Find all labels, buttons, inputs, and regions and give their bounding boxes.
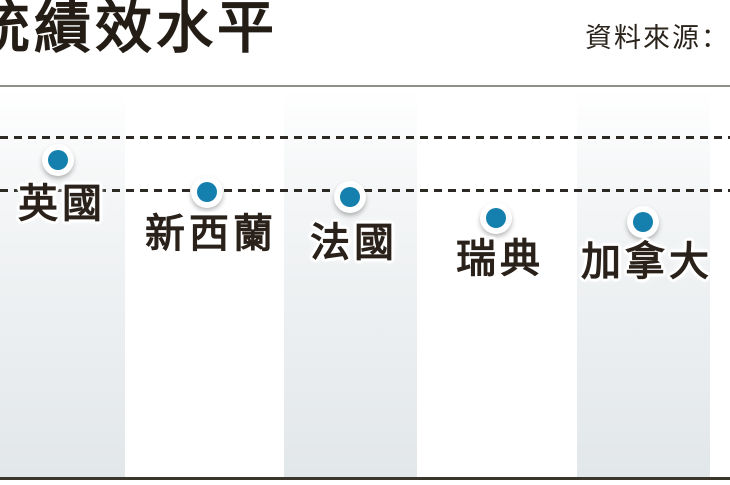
data-point-halo — [627, 206, 659, 238]
source-label: 資料來源： — [585, 23, 730, 54]
data-point-halo — [334, 181, 366, 213]
country-label: 法國 — [310, 220, 398, 266]
dashed-gridline — [0, 136, 730, 139]
data-point-halo — [42, 144, 74, 176]
header-divider — [0, 85, 730, 87]
data-point-dot — [197, 182, 217, 202]
bottom-border — [0, 477, 730, 480]
country-label: 英國 — [18, 181, 106, 227]
data-point-halo — [480, 202, 512, 234]
country-label: 新西蘭 — [145, 211, 277, 257]
data-point-dot — [486, 208, 506, 228]
country-label: 加拿大 — [581, 239, 713, 285]
data-point-dot — [48, 150, 68, 170]
data-point-halo — [191, 176, 223, 208]
column-band — [284, 88, 417, 477]
data-point-dot — [633, 212, 653, 232]
country-label: 瑞典 — [456, 236, 544, 282]
column-band — [577, 88, 710, 477]
data-point-dot — [340, 187, 360, 207]
page-title: 統績效水平 — [0, 0, 278, 61]
